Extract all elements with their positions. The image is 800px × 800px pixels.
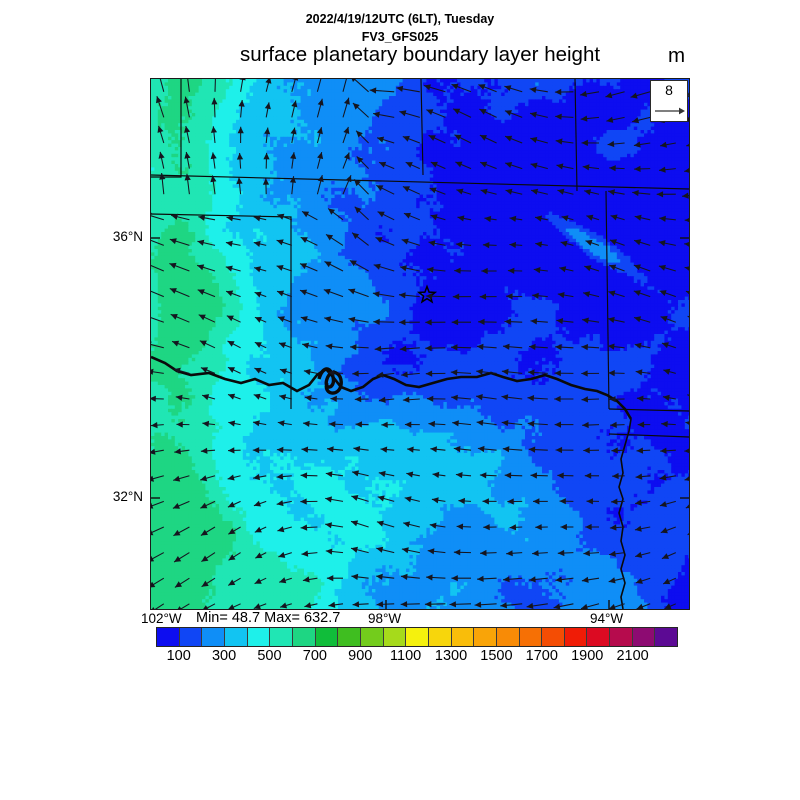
axis-label-lat-36: 36°N — [88, 229, 143, 244]
map-plot-area[interactable]: 8 — [150, 78, 690, 610]
page-title: surface planetary boundary layer height — [150, 43, 690, 67]
wind-scale-legend: 8 — [650, 80, 688, 122]
colorbar-ticks: 100 300 500 700 900 1100 1300 1500 1700 1900 2100 — [156, 648, 678, 668]
colorbar-cell — [179, 628, 203, 646]
colorbar-cell — [587, 628, 611, 646]
axis-label-lat-32: 32°N — [88, 489, 143, 504]
geography-overlay — [151, 79, 689, 609]
minmax-stats: Min= 48.7 Max= 632.7 — [196, 610, 340, 626]
colorbar-cell — [338, 628, 361, 646]
header-date: 2022/4/19/12UTC (6LT), Tuesday — [0, 12, 800, 26]
colorbar-cell — [610, 628, 633, 646]
wind-vector-arrow — [655, 107, 685, 115]
colorbar-cell — [451, 628, 475, 646]
wind-scale-value: 8 — [651, 82, 687, 98]
colorbar-cell — [406, 628, 429, 646]
colorbar-cell — [360, 628, 384, 646]
colorbar-tick-label: 1500 — [480, 648, 512, 664]
colorbar-cell — [247, 628, 271, 646]
colorbar-cell — [202, 628, 225, 646]
colorbar-tick-label: 700 — [303, 648, 327, 664]
colorbar-cell — [542, 628, 565, 646]
colorbar-tick-label: 900 — [348, 648, 372, 664]
colorbar-cell — [292, 628, 316, 646]
axis-label-lon-94: 94°W — [590, 611, 623, 626]
colorbar-cell — [224, 628, 248, 646]
colorbar-cell — [519, 628, 543, 646]
colorbar-tick-label: 2100 — [616, 648, 648, 664]
colorbar-cell — [428, 628, 452, 646]
axis-label-lon-98: 98°W — [368, 611, 401, 626]
colorbar-tick-label: 100 — [167, 648, 191, 664]
colorbar-tick-label: 1100 — [390, 648, 421, 664]
colorbar[interactable] — [156, 627, 678, 647]
colorbar-tick-label: 1300 — [435, 648, 467, 664]
colorbar-cell — [474, 628, 497, 646]
colorbar-tick-label: 500 — [257, 648, 281, 664]
wind-vector-overlay — [151, 79, 689, 609]
colorbar-cell — [157, 628, 180, 646]
colorbar-cell — [270, 628, 293, 646]
colorbar-cell — [315, 628, 339, 646]
colorbar-cell — [383, 628, 407, 646]
colorbar-tick-label: 1700 — [526, 648, 558, 664]
header-model: FV3_GFS025 — [0, 30, 800, 44]
colorbar-cell — [632, 628, 656, 646]
colorbar-cell — [564, 628, 588, 646]
colorbar-tick-label: 300 — [212, 648, 236, 664]
colorbar-tick-label: 1900 — [571, 648, 603, 664]
axis-label-lon-102: 102°W — [141, 611, 182, 626]
colorbar-cell — [655, 628, 678, 646]
colorbar-cell — [496, 628, 520, 646]
units-label: m — [668, 44, 685, 68]
